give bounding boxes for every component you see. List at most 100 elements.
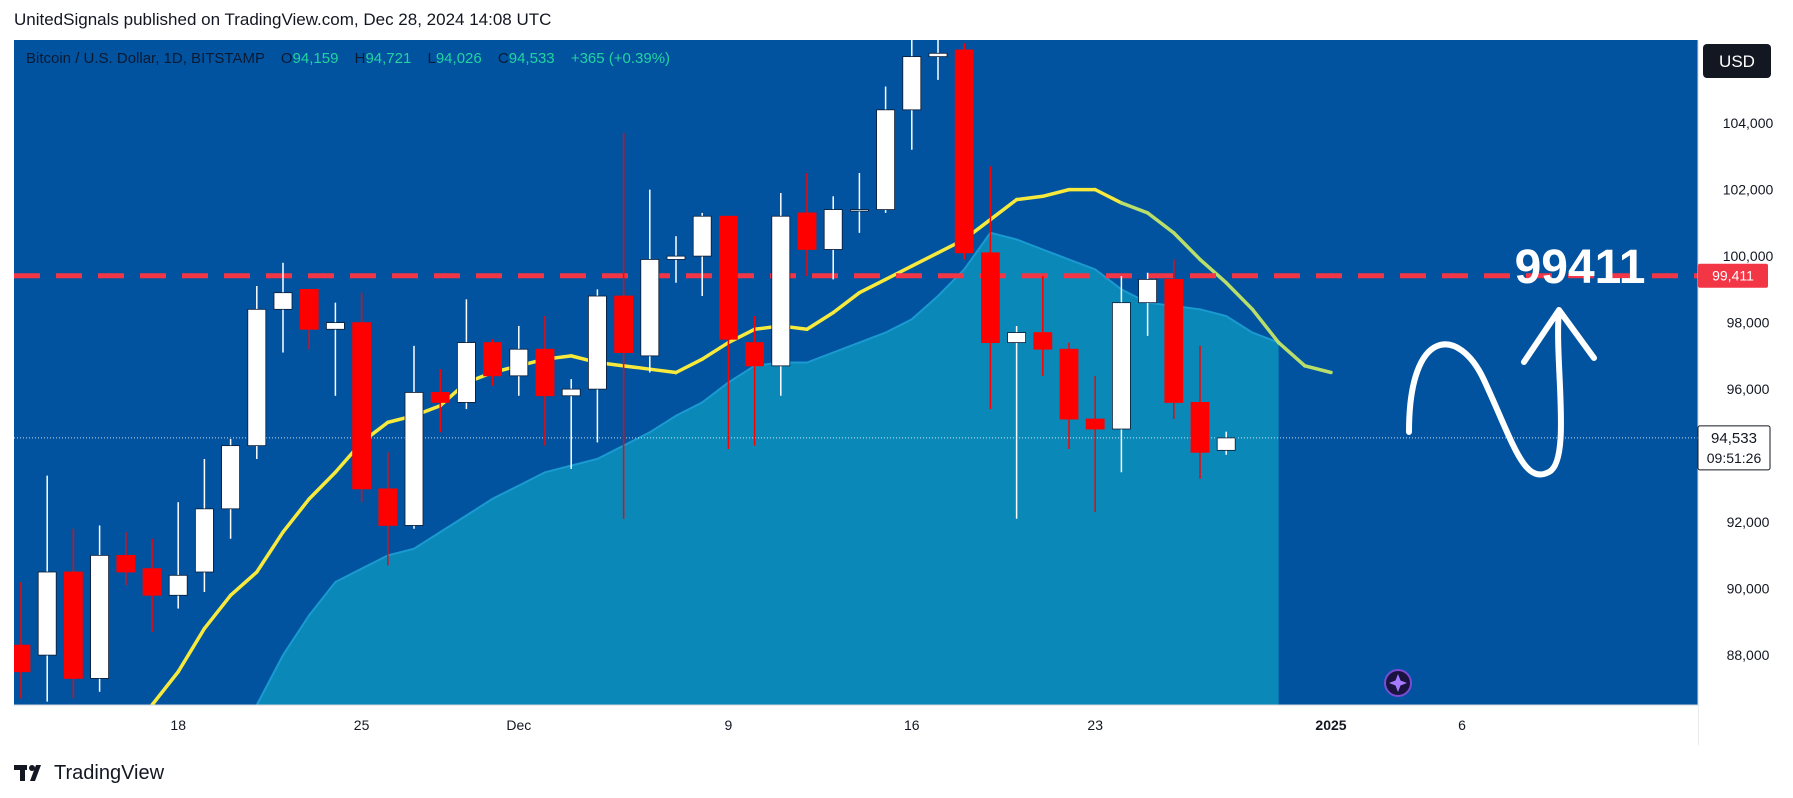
candle[interactable] [352, 292, 372, 503]
candle-body [771, 215, 791, 367]
candle[interactable] [1216, 431, 1236, 455]
ma-segment [831, 290, 862, 315]
candle-body [483, 342, 503, 377]
ma-segment [857, 277, 888, 295]
candle[interactable] [116, 532, 136, 586]
x-tick-label: Dec [506, 717, 531, 733]
candle[interactable] [640, 189, 660, 373]
candle-body [928, 52, 948, 58]
x-tick-label: 25 [354, 717, 370, 733]
ma-segment [228, 570, 259, 598]
current-price-tag [1697, 425, 1771, 471]
candle[interactable] [614, 133, 633, 519]
legend-low: 94,026 [436, 50, 482, 67]
candle[interactable] [90, 525, 109, 692]
candle-body [194, 508, 214, 573]
candle-body [1085, 418, 1105, 430]
candle[interactable] [247, 286, 267, 459]
tradingview-logo-icon [14, 765, 41, 781]
candle-body [981, 252, 1000, 343]
candle[interactable] [142, 538, 162, 632]
y-tick-label: 92,000 [1727, 514, 1770, 530]
ma-segment [1250, 307, 1281, 345]
ma-segment [700, 340, 731, 361]
candles-layer [11, 0, 1236, 702]
candle[interactable] [456, 299, 476, 410]
candle[interactable] [1138, 272, 1157, 336]
candle[interactable] [797, 173, 817, 277]
ma-segment [1041, 187, 1071, 199]
legend-h-label: H [355, 50, 366, 67]
candle[interactable] [876, 86, 895, 213]
y-tick-label: 104,000 [1723, 115, 1774, 131]
candle[interactable] [194, 458, 214, 592]
candle-body [535, 348, 555, 397]
y-tick-label: 96,000 [1727, 381, 1770, 397]
candle[interactable] [1007, 325, 1026, 519]
ma-segment [150, 670, 180, 707]
price-chart[interactable]: 99411 Bitcoin / U.S. Dollar, 1D, BITSTAM… [11, 0, 1776, 745]
candle[interactable] [1190, 345, 1210, 479]
ma-segment [1145, 211, 1176, 235]
candle-body [142, 568, 162, 596]
footer: TradingView [14, 760, 164, 786]
candle-body [666, 255, 686, 260]
publisher-line: UnitedSignals published on TradingView.c… [14, 10, 552, 29]
price-axis[interactable]: 104,000 102,000 100,000 98,000 96,000 92,000 9… [1723, 115, 1774, 663]
ma-segment [1014, 194, 1045, 202]
candle[interactable] [561, 379, 581, 469]
chart-frame: 99411 Bitcoin / U.S. Dollar, 1D, BITSTAM… [11, 0, 1776, 745]
y-tick-label: 100,000 [1723, 248, 1774, 264]
footer-brand[interactable]: TradingView [54, 761, 165, 784]
candle[interactable] [1059, 342, 1079, 449]
candle[interactable] [378, 452, 398, 566]
candle[interactable] [64, 528, 83, 699]
candle[interactable] [404, 345, 424, 529]
candle[interactable] [981, 166, 1000, 410]
candle[interactable] [168, 502, 188, 609]
candle[interactable] [666, 236, 686, 283]
candle[interactable] [719, 215, 738, 449]
candle[interactable] [1085, 375, 1105, 513]
candle-body [823, 209, 843, 250]
candle[interactable] [745, 315, 764, 446]
currency-button[interactable] [1703, 44, 1771, 78]
candle[interactable] [483, 339, 503, 386]
svg-text:Bitcoin / U.S. Dollar, 1D, BIT: Bitcoin / U.S. Dollar, 1D, BITSTAMP O94,… [26, 50, 670, 67]
projection-arrow-drawing[interactable] [1406, 307, 1597, 478]
candle[interactable] [1112, 276, 1131, 473]
candle[interactable] [823, 196, 843, 280]
candle-body [11, 644, 31, 673]
candle[interactable] [850, 173, 869, 233]
candle-body [692, 215, 712, 257]
candle[interactable] [273, 262, 293, 353]
candle[interactable] [771, 192, 791, 396]
target-annotation[interactable]: 99411 [1515, 241, 1646, 294]
candle[interactable] [535, 315, 555, 446]
candle[interactable] [299, 288, 319, 350]
candle-body [378, 488, 398, 526]
time-axis[interactable]: 18 25 Dec 9 16 23 2025 6 [170, 717, 1466, 733]
candle[interactable] [37, 475, 57, 702]
ma-segment [805, 310, 835, 332]
y-tick-label: 98,000 [1727, 315, 1770, 331]
candle[interactable] [325, 302, 345, 396]
bar-countdown: 09:51:26 [1707, 450, 1762, 466]
sparkle-icon[interactable] [1384, 669, 1412, 697]
candle[interactable] [1033, 276, 1053, 376]
ma-segment [1198, 257, 1228, 285]
candle[interactable] [954, 43, 974, 260]
candle[interactable] [221, 439, 241, 539]
candle-body [273, 292, 293, 310]
candle-body [247, 308, 267, 447]
candle[interactable] [1164, 259, 1184, 420]
legend-l-label: L [428, 50, 436, 67]
legend-c-label: C [498, 50, 509, 67]
candle[interactable] [692, 212, 712, 297]
ma-segment [255, 530, 285, 574]
candle-body [1112, 302, 1131, 430]
candle[interactable] [509, 325, 529, 396]
candle[interactable] [430, 369, 450, 433]
ma-segment [726, 327, 757, 345]
candle[interactable] [588, 289, 607, 443]
